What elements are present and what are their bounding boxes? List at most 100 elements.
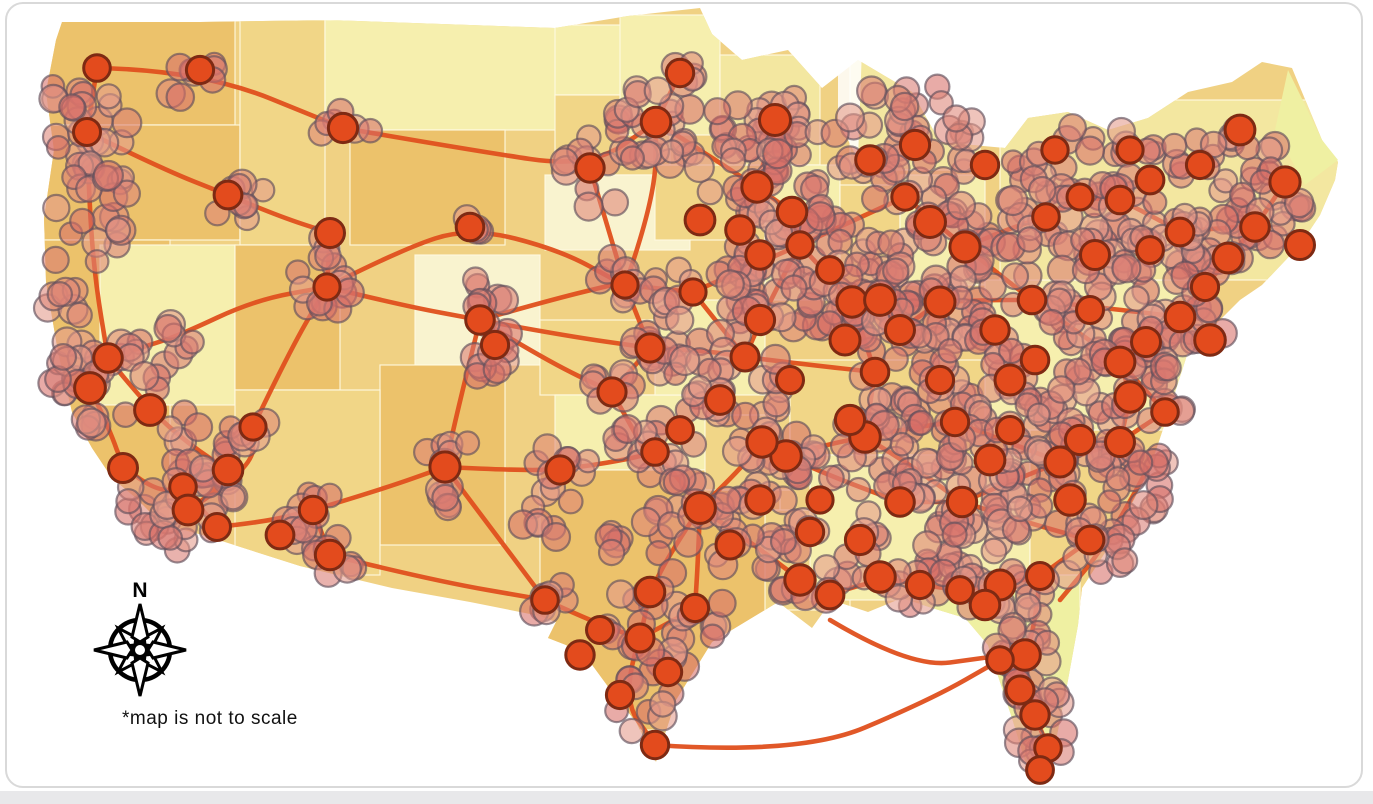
hub-node xyxy=(1075,295,1105,325)
member-node xyxy=(1127,449,1154,476)
state-patch xyxy=(324,19,561,131)
member-node xyxy=(942,104,971,133)
page-bottom-strip xyxy=(0,791,1373,804)
hub-node xyxy=(92,342,124,374)
hub-node xyxy=(678,277,708,307)
hub-node xyxy=(714,529,746,561)
member-node xyxy=(549,147,579,177)
hub-node xyxy=(1150,397,1180,427)
hub-node xyxy=(1189,271,1221,303)
hub-node xyxy=(640,437,670,467)
hub-node xyxy=(1019,344,1051,376)
member-node xyxy=(645,539,672,567)
network-edge xyxy=(652,657,1003,750)
hub-node xyxy=(1019,699,1051,731)
hub-node xyxy=(428,450,462,484)
hub-node xyxy=(843,523,877,557)
hub-node xyxy=(184,54,216,86)
member-node xyxy=(812,554,841,582)
member-node xyxy=(997,184,1029,217)
member-node xyxy=(597,538,626,567)
member-node xyxy=(1006,495,1034,523)
member-node xyxy=(1228,181,1256,208)
member-node xyxy=(889,431,915,457)
hub-node xyxy=(785,230,815,260)
hub-node xyxy=(596,376,628,408)
member-node xyxy=(713,485,742,515)
hub-node xyxy=(1043,445,1077,479)
hub-node xyxy=(775,365,805,395)
member-node xyxy=(115,488,142,515)
member-node xyxy=(179,329,205,355)
member-node xyxy=(618,717,646,745)
hub-node xyxy=(884,314,916,346)
hub-node xyxy=(744,239,776,271)
hub-node xyxy=(564,639,596,671)
member-node xyxy=(541,521,572,552)
hub-node xyxy=(758,103,792,137)
hub-node xyxy=(652,656,684,688)
member-node xyxy=(165,82,196,112)
hub-node xyxy=(969,149,1001,181)
member-node xyxy=(1063,357,1092,386)
member-node xyxy=(1027,175,1057,205)
member-node xyxy=(855,75,887,107)
hub-node xyxy=(1104,184,1136,216)
member-node xyxy=(92,159,125,192)
hub-node xyxy=(740,170,774,204)
hub-node xyxy=(604,679,636,711)
hub-node xyxy=(783,563,817,597)
hub-node xyxy=(1130,326,1162,358)
hub-node xyxy=(1025,561,1055,591)
north-label: N xyxy=(132,579,147,602)
member-node xyxy=(908,409,935,436)
hub-node xyxy=(1284,229,1316,261)
member-node xyxy=(112,179,142,208)
member-node xyxy=(76,407,107,439)
member-node xyxy=(462,266,490,294)
hub-node xyxy=(107,452,139,484)
member-node xyxy=(431,483,460,512)
member-node xyxy=(557,488,584,515)
hub-nodes xyxy=(72,53,1316,785)
hub-node xyxy=(297,494,329,526)
member-node xyxy=(1097,489,1122,514)
network-edge xyxy=(827,617,993,666)
hub-node xyxy=(1074,524,1106,556)
member-node xyxy=(1014,592,1042,621)
member-node xyxy=(357,117,384,144)
member-node xyxy=(1074,135,1106,166)
member-node xyxy=(573,191,604,222)
hub-node xyxy=(814,579,846,611)
member-node xyxy=(1001,262,1030,291)
hub-node xyxy=(238,412,268,442)
member-node xyxy=(762,389,790,418)
hub-node xyxy=(73,371,107,405)
hub-node xyxy=(973,443,1007,477)
hub-node xyxy=(683,491,717,525)
member-node xyxy=(883,346,909,372)
hub-node xyxy=(898,128,932,162)
hub-node xyxy=(326,111,360,145)
hub-node xyxy=(530,585,560,615)
hub-node xyxy=(574,152,606,184)
member-node xyxy=(665,305,695,335)
hub-node xyxy=(683,203,717,237)
hub-node xyxy=(639,729,671,761)
hub-node xyxy=(1115,135,1145,165)
hub-node xyxy=(171,493,205,527)
hub-node xyxy=(679,592,711,624)
member-node xyxy=(66,301,93,329)
hub-node xyxy=(72,117,102,147)
map-caption: *map is not to scale xyxy=(122,708,298,729)
hub-node xyxy=(454,211,486,243)
hub-node xyxy=(1016,284,1048,316)
hub-node xyxy=(794,516,826,548)
member-node xyxy=(941,521,968,548)
hub-node xyxy=(1004,674,1036,706)
member-node xyxy=(1123,285,1150,312)
hub-node xyxy=(1104,426,1136,458)
hub-node xyxy=(939,406,971,438)
member-node xyxy=(58,93,86,121)
